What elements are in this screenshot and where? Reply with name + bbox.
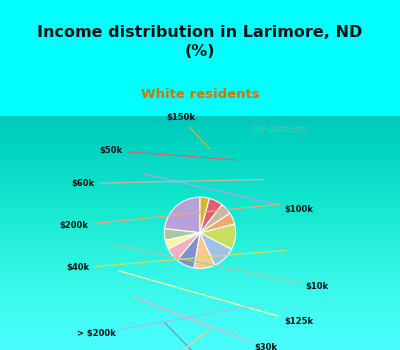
Text: $125k: $125k xyxy=(119,271,313,326)
Text: White residents: White residents xyxy=(141,88,259,101)
Text: $150k: $150k xyxy=(167,113,210,149)
Wedge shape xyxy=(177,233,200,268)
Text: $75k: $75k xyxy=(165,323,226,350)
Text: $30k: $30k xyxy=(133,297,277,350)
Text: $10k: $10k xyxy=(114,245,329,291)
Wedge shape xyxy=(194,233,215,268)
Wedge shape xyxy=(200,198,222,233)
Text: City-Data.com: City-Data.com xyxy=(251,125,306,134)
Wedge shape xyxy=(165,233,200,249)
Wedge shape xyxy=(200,224,236,249)
Text: $200k: $200k xyxy=(59,204,279,230)
Wedge shape xyxy=(200,233,232,265)
Text: $20k: $20k xyxy=(142,330,210,350)
Wedge shape xyxy=(164,229,200,240)
Text: Income distribution in Larimore, ND
(%): Income distribution in Larimore, ND (%) xyxy=(37,26,363,59)
Text: > $200k: > $200k xyxy=(78,305,259,338)
Wedge shape xyxy=(168,233,200,260)
Wedge shape xyxy=(200,205,230,233)
Text: $100k: $100k xyxy=(144,174,313,214)
Text: $50k: $50k xyxy=(99,146,237,160)
Wedge shape xyxy=(200,197,209,233)
Text: $40k: $40k xyxy=(66,250,286,272)
Wedge shape xyxy=(164,197,200,233)
Text: $60k: $60k xyxy=(71,179,263,188)
Wedge shape xyxy=(200,213,234,233)
